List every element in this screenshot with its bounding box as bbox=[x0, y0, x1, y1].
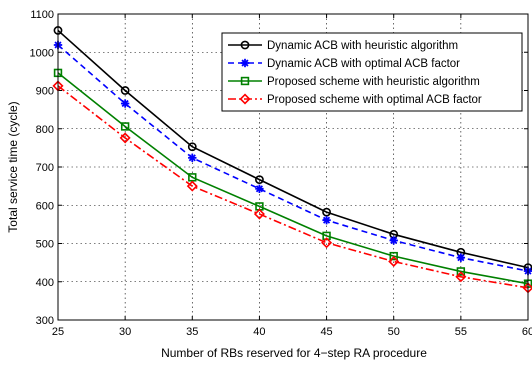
data-point bbox=[322, 215, 331, 225]
data-point bbox=[188, 153, 197, 163]
series-line bbox=[57, 85, 529, 289]
x-tick-label: 40 bbox=[253, 326, 265, 338]
legend-marker bbox=[240, 76, 250, 86]
series-line bbox=[57, 72, 529, 285]
y-tick-label: 700 bbox=[36, 162, 54, 174]
legend: Dynamic ACB with heuristic algorithm Dyna… bbox=[221, 32, 523, 112]
data-point bbox=[120, 99, 130, 108]
data-point bbox=[388, 255, 400, 268]
data-point bbox=[321, 237, 333, 249]
legend-item: Dynamic ACB with heuristic algorithm bbox=[228, 40, 458, 52]
data-point bbox=[456, 267, 466, 276]
legend-marker bbox=[240, 58, 250, 68]
data-point bbox=[187, 142, 197, 152]
x-axis-label: Number of RBs reserved for 4−step RA pro… bbox=[161, 346, 427, 360]
data-point bbox=[455, 271, 467, 283]
y-tick-label: 300 bbox=[36, 315, 54, 327]
legend-label: Proposed scheme with optimal ACB factor bbox=[267, 94, 482, 106]
legend-item: Proposed scheme with heuristic algorithm bbox=[228, 76, 480, 88]
series-4 bbox=[52, 80, 532, 294]
y-axis-label: Total service time (cycle) bbox=[6, 101, 20, 232]
y-tick-label: 800 bbox=[36, 124, 54, 136]
plot-frame bbox=[57, 13, 529, 321]
data-point bbox=[456, 253, 466, 262]
y-tick-label: 500 bbox=[36, 239, 54, 251]
data-point bbox=[389, 236, 398, 245]
y-tick-label: 600 bbox=[36, 200, 54, 212]
data-point bbox=[120, 122, 130, 131]
x-tick-label: 60 bbox=[522, 326, 532, 338]
y-tick-label: 400 bbox=[36, 277, 54, 289]
data-point bbox=[120, 86, 130, 95]
data-point bbox=[253, 208, 265, 220]
x-tick-label: 25 bbox=[52, 326, 64, 338]
legend-label: Proposed scheme with heuristic algorithm bbox=[267, 76, 480, 88]
series-line bbox=[57, 44, 529, 272]
legend-label: Dynamic ACB with heuristic algorithm bbox=[267, 40, 458, 52]
x-tick-label: 35 bbox=[186, 326, 198, 338]
data-point bbox=[389, 251, 398, 261]
x-tick-label: 45 bbox=[320, 326, 332, 338]
series-line bbox=[57, 29, 529, 269]
x-tick-label: 50 bbox=[388, 326, 400, 338]
y-tick-label: 1000 bbox=[30, 47, 54, 59]
legend-marker bbox=[240, 40, 250, 50]
legend-marker bbox=[239, 93, 251, 105]
y-tick-label: 1100 bbox=[30, 9, 54, 21]
x-tick-label: 55 bbox=[455, 326, 467, 338]
legend-box bbox=[221, 32, 523, 112]
x-tick-label: 30 bbox=[119, 326, 131, 338]
legend-item: Proposed scheme with optimal ACB factor bbox=[228, 93, 482, 106]
data-point bbox=[119, 132, 131, 144]
data-point bbox=[322, 207, 331, 217]
data-point bbox=[186, 180, 198, 192]
y-tick-label: 900 bbox=[36, 86, 54, 98]
y-axis-ticks: 300 400 500 600 700 800 900 1000 1100 bbox=[30, 9, 528, 327]
data-point bbox=[255, 184, 264, 194]
legend-label: Dynamic ACB with optimal ACB factor bbox=[267, 58, 460, 70]
data-point bbox=[255, 175, 264, 185]
legend-item: Dynamic ACB with optimal ACB factor bbox=[228, 58, 460, 70]
